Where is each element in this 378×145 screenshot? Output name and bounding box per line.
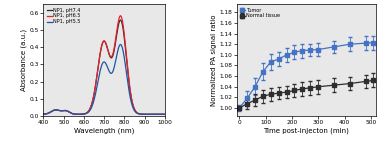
NP1, pH6.5 <box>163 113 167 115</box>
NP1, pH5.5 <box>146 113 150 115</box>
X-axis label: Time post-injecton (min): Time post-injecton (min) <box>263 128 349 134</box>
NP1, pH7.4 <box>112 51 116 52</box>
Y-axis label: Normalized PA signal ratio: Normalized PA signal ratio <box>211 14 217 106</box>
NP1, pH7.4 <box>41 113 46 115</box>
NP1, pH5.5 <box>41 113 46 115</box>
NP1, pH5.5 <box>115 53 119 55</box>
Legend: Tumor, Normal tissue: Tumor, Normal tissue <box>239 7 281 19</box>
Line: NP1, pH5.5: NP1, pH5.5 <box>43 45 165 114</box>
NP1, pH5.5 <box>133 111 138 113</box>
NP1, pH6.5 <box>146 113 150 115</box>
NP1, pH5.5 <box>163 113 167 115</box>
NP1, pH6.5 <box>49 111 53 113</box>
NP1, pH5.5 <box>118 44 123 45</box>
X-axis label: Wavelength (nm): Wavelength (nm) <box>74 128 134 134</box>
NP1, pH6.5 <box>133 110 138 112</box>
NP1, pH7.4 <box>49 111 53 113</box>
Line: NP1, pH7.4: NP1, pH7.4 <box>43 20 165 114</box>
Y-axis label: Absorbance (a.u.): Absorbance (a.u.) <box>21 29 27 91</box>
NP1, pH5.5 <box>112 67 116 69</box>
Legend: NP1, pH7.4, NP1, pH6.5, NP1, pH5.5: NP1, pH7.4, NP1, pH6.5, NP1, pH5.5 <box>46 7 82 25</box>
NP1, pH7.4 <box>115 31 119 33</box>
Line: NP1, pH6.5: NP1, pH6.5 <box>43 16 165 114</box>
NP1, pH6.5 <box>41 113 46 115</box>
NP1, pH5.5 <box>119 44 123 46</box>
NP1, pH7.4 <box>118 19 123 21</box>
NP1, pH6.5 <box>115 28 119 30</box>
NP1, pH7.4 <box>146 113 150 115</box>
NP1, pH6.5 <box>119 15 123 17</box>
NP1, pH5.5 <box>49 111 53 113</box>
NP1, pH7.4 <box>119 19 123 21</box>
NP1, pH7.4 <box>133 110 138 112</box>
NP1, pH6.5 <box>112 49 116 50</box>
NP1, pH6.5 <box>118 15 123 17</box>
NP1, pH7.4 <box>163 113 167 115</box>
